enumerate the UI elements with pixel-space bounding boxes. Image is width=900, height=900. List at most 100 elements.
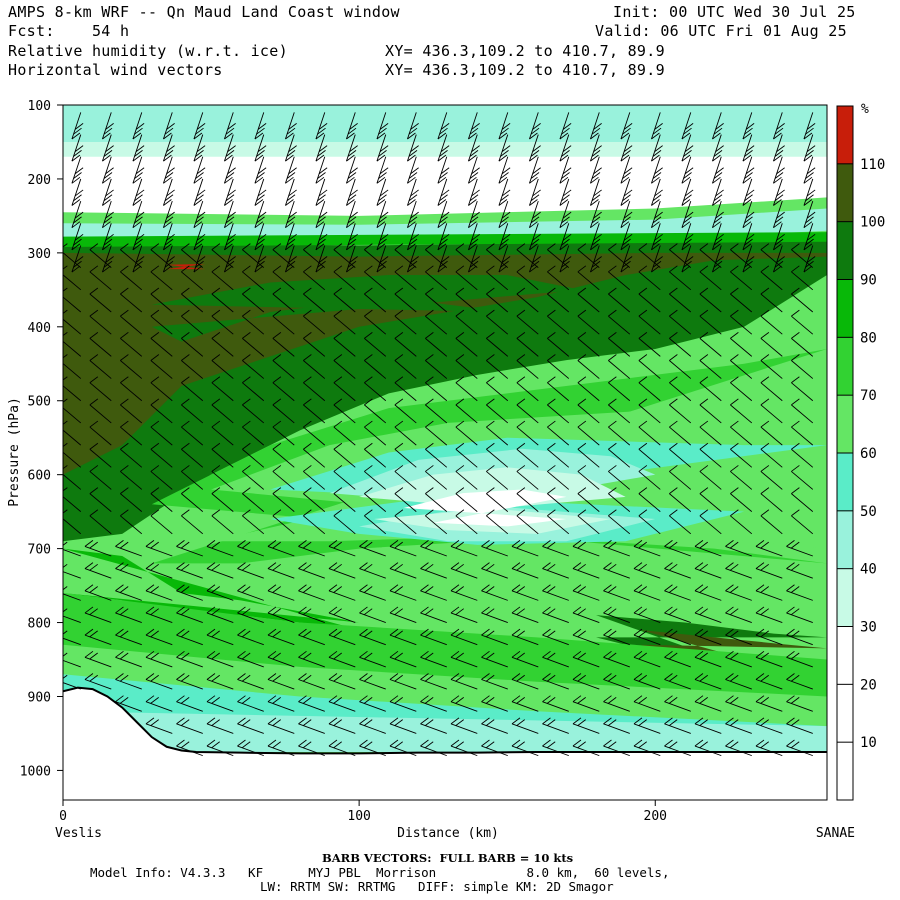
barb-staff — [712, 178, 722, 206]
barb-feather — [424, 563, 434, 571]
barb-feather — [684, 167, 694, 175]
barb-staff — [699, 360, 722, 379]
barb-staff — [267, 545, 295, 557]
wind-barb — [694, 673, 722, 690]
barb-staff — [651, 112, 661, 140]
barb-feather — [455, 563, 464, 571]
barb-staff — [359, 723, 386, 734]
barb-feather — [755, 540, 765, 547]
barb-feather — [256, 127, 265, 135]
barb-staff — [664, 612, 691, 623]
barb-staff — [315, 245, 326, 273]
barb-feather — [89, 674, 98, 682]
barb-feather — [163, 265, 172, 273]
barb-feather — [713, 194, 723, 202]
barb-staff — [242, 515, 265, 535]
barb-staff — [620, 200, 631, 228]
barb-feather — [652, 172, 662, 179]
wind-barb — [120, 487, 143, 512]
barb-staff — [272, 448, 295, 468]
wind-barb — [516, 487, 539, 512]
wind-barb — [669, 442, 692, 468]
barb-feather — [730, 465, 739, 472]
wind-barb — [498, 223, 511, 251]
wind-barb — [206, 540, 234, 557]
barb-feather — [760, 465, 770, 472]
wind-barb — [603, 673, 630, 690]
barb-feather — [105, 145, 114, 152]
barb-feather — [638, 719, 647, 726]
barb-feather — [684, 233, 694, 241]
barb-feather — [786, 673, 795, 680]
barb-feather — [410, 167, 419, 175]
barb-feather — [54, 585, 62, 591]
wind-barb — [102, 223, 114, 251]
barb-feather — [394, 509, 404, 517]
wind-barb — [620, 223, 633, 251]
barb-staff — [315, 112, 326, 140]
barb-feather — [267, 739, 277, 747]
barb-staff — [681, 200, 692, 228]
barb-feather — [242, 354, 251, 361]
barb-feather — [181, 265, 190, 273]
barb-feather — [364, 309, 373, 317]
wind-barb — [742, 112, 755, 140]
wind-barb — [394, 509, 417, 535]
barb-feather — [694, 650, 704, 658]
barb-staff — [773, 112, 783, 140]
wind-barb — [791, 309, 814, 335]
barb-staff — [786, 656, 813, 668]
barb-feather — [652, 238, 662, 246]
wind-barb — [163, 223, 175, 251]
wind-barb — [455, 465, 478, 490]
rh-supersaturation — [166, 263, 206, 270]
wind-barb — [364, 398, 387, 424]
wind-barb — [394, 465, 417, 490]
barb-feather — [135, 233, 145, 241]
barb-feather — [455, 354, 465, 361]
barb-staff — [638, 293, 661, 313]
barb-feather — [730, 376, 739, 384]
barb-feather — [561, 194, 570, 202]
wind-barb — [132, 245, 145, 273]
wind-barb — [681, 112, 694, 140]
barb-feather — [684, 189, 694, 197]
barb-feather — [760, 265, 770, 273]
barb-feather — [664, 650, 673, 658]
wind-barb — [590, 245, 602, 273]
barb-feather — [376, 132, 386, 140]
barb-staff — [389, 745, 417, 757]
barb-feather — [790, 586, 800, 593]
barb-feather — [145, 540, 155, 547]
barb-staff — [547, 382, 570, 402]
barb-staff — [102, 178, 112, 206]
barb-feather — [803, 199, 813, 206]
barb-staff — [450, 634, 478, 646]
barb-feather — [791, 265, 800, 273]
barb-staff — [547, 271, 570, 291]
barb-staff — [63, 296, 82, 313]
barb-staff — [267, 701, 295, 712]
barb-staff — [572, 612, 600, 623]
barb-feather — [760, 354, 770, 361]
wind-barb — [394, 376, 417, 402]
barb-feather — [242, 376, 251, 384]
barb-feather — [529, 199, 538, 206]
wind-barb — [389, 695, 417, 712]
barb-staff — [89, 315, 112, 335]
wind-barb — [328, 739, 356, 757]
barb-feather — [591, 194, 601, 202]
wind-barb — [376, 223, 389, 251]
barb-feather — [394, 586, 403, 593]
barb-feather — [115, 584, 124, 592]
wind-barb — [420, 584, 447, 601]
barb-feather — [773, 154, 782, 162]
barb-staff — [455, 515, 478, 535]
barb-staff — [407, 245, 417, 273]
barb-staff — [498, 156, 509, 184]
barb-staff — [63, 363, 82, 379]
barb-staff — [115, 634, 142, 646]
barb-staff — [333, 315, 356, 335]
barb-feather — [684, 256, 694, 263]
wind-barb — [669, 287, 692, 313]
